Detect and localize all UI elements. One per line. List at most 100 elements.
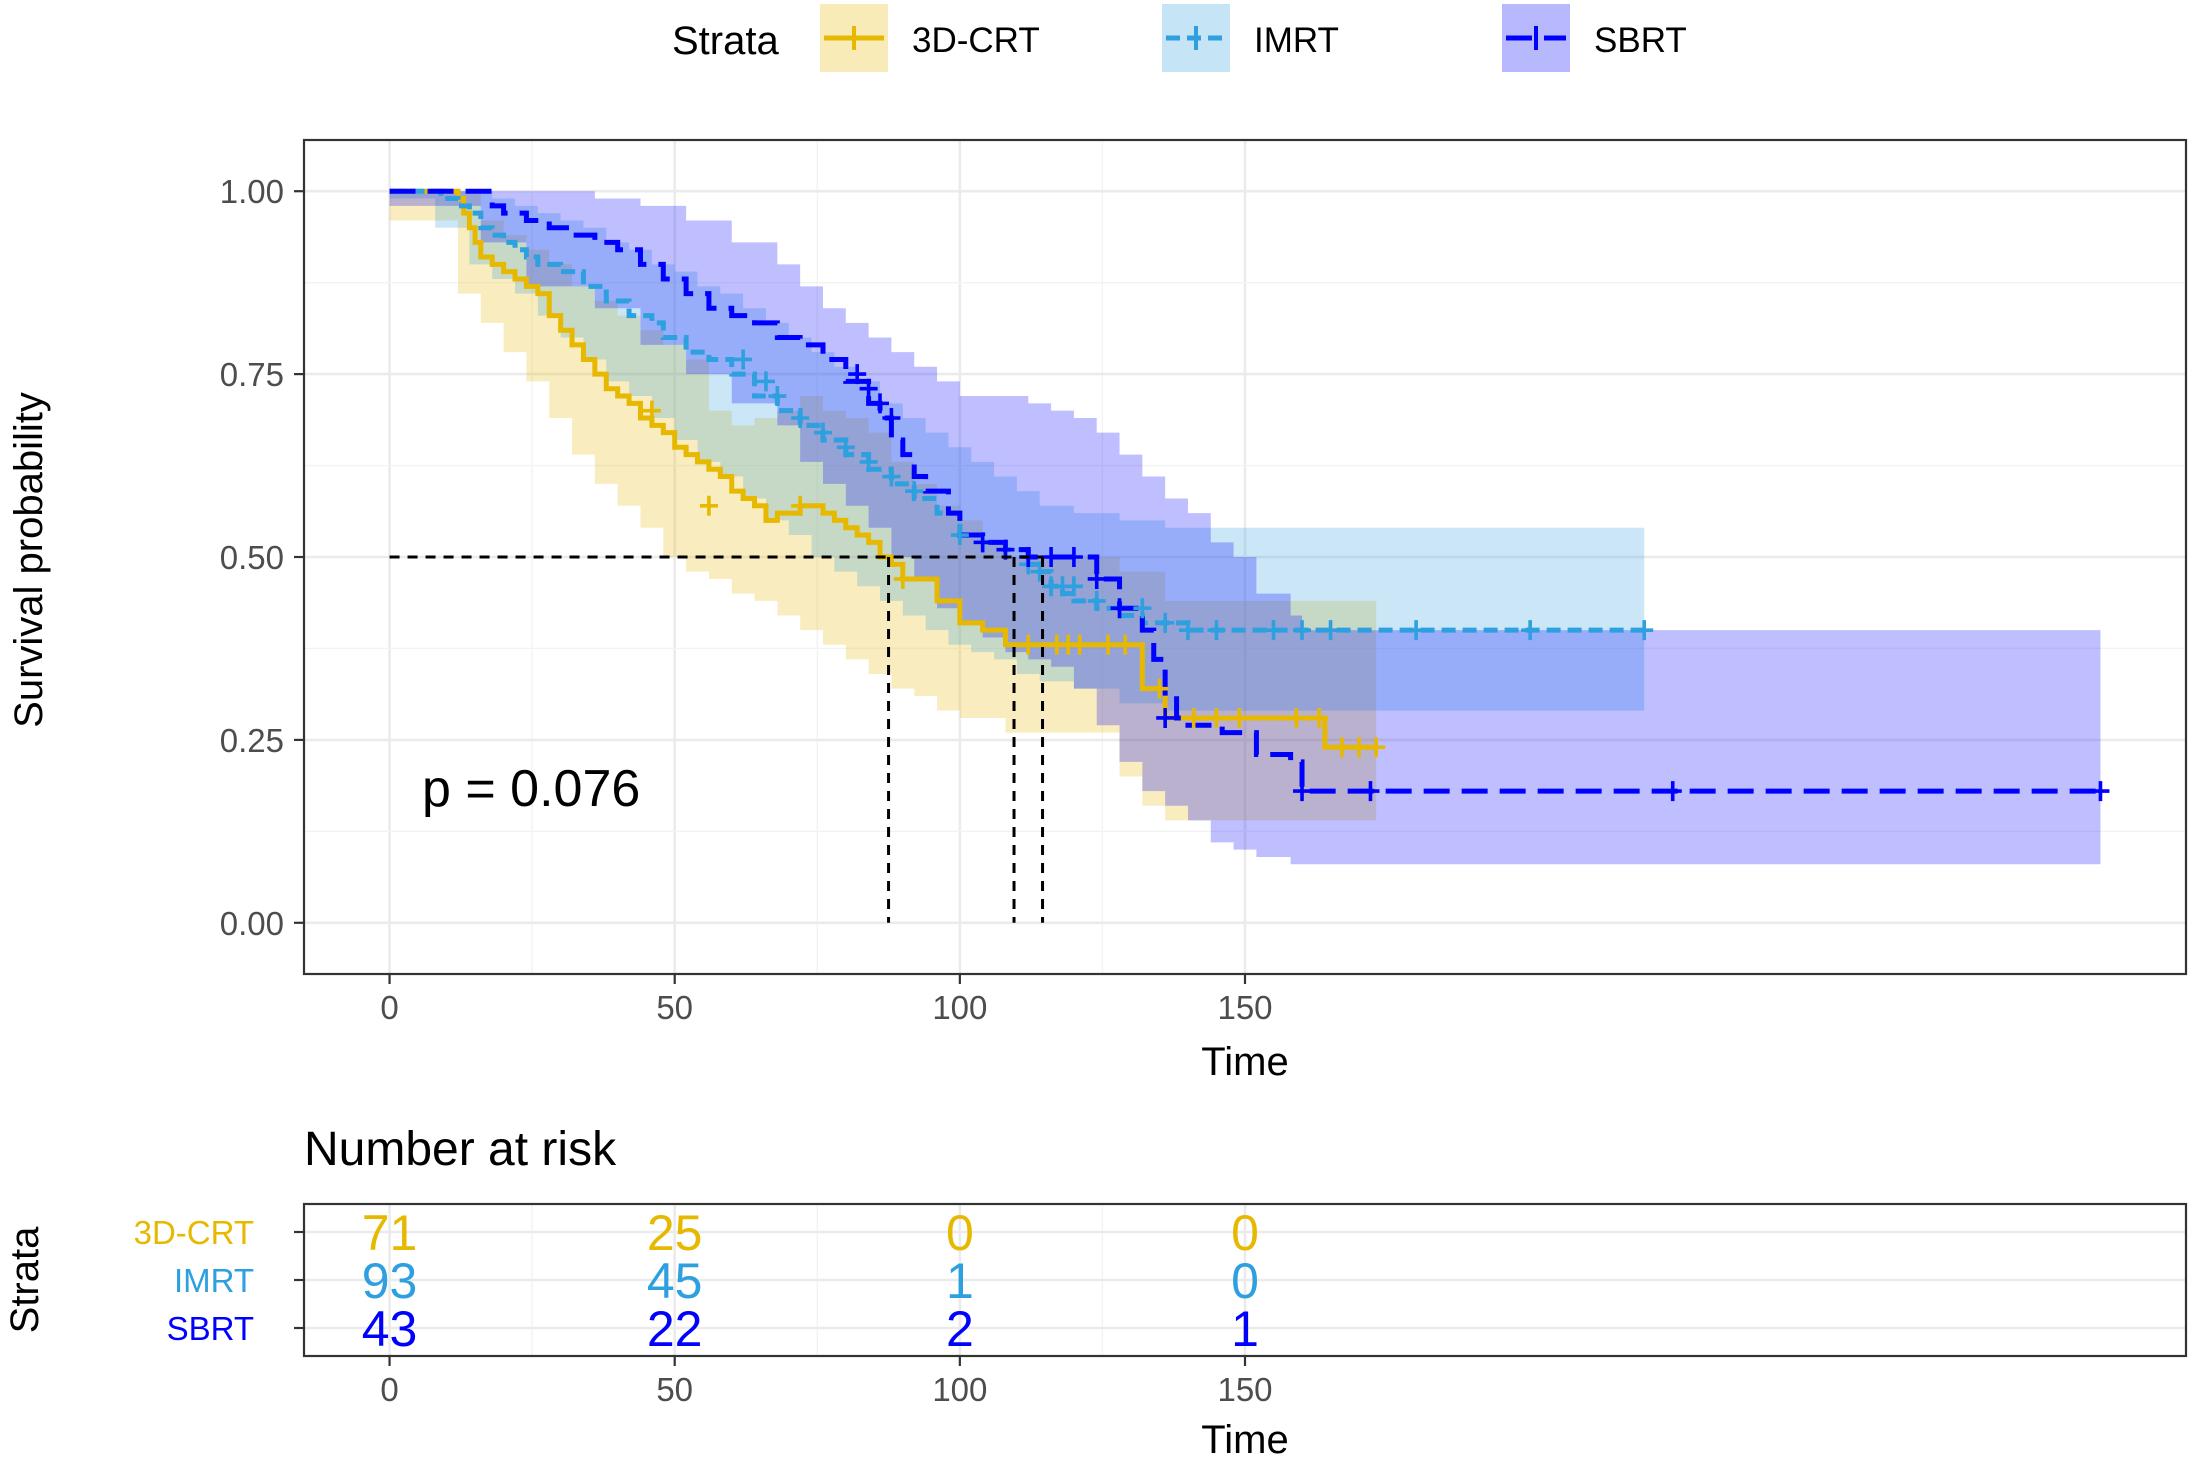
censor-mark-sbrt bbox=[1087, 568, 1106, 589]
risk-table-row-labels: 3D-CRT IMRT SBRT bbox=[134, 1214, 304, 1347]
legend: Strata 3D-CRT IMRT SBRT bbox=[672, 4, 1687, 72]
risk-table-grid bbox=[304, 1204, 2186, 1356]
censor-mark-imrt bbox=[813, 422, 832, 443]
censor-mark-3d-crt bbox=[893, 568, 912, 589]
censor-mark-3d-crt bbox=[1150, 678, 1169, 699]
censor-mark-imrt bbox=[950, 525, 969, 546]
censor-mark-sbrt bbox=[973, 532, 992, 553]
censor-mark-sbrt bbox=[871, 393, 890, 414]
risk-row-label-imrt: IMRT bbox=[174, 1262, 254, 1299]
censor-mark-imrt bbox=[905, 481, 924, 502]
censor-mark-imrt bbox=[791, 408, 810, 428]
y-axis-ticks: 0.00 0.25 0.50 0.75 1.00 bbox=[220, 173, 304, 942]
x-tick-label: 150 bbox=[1217, 989, 1272, 1026]
risk-cell-imrt: 93 bbox=[362, 1253, 418, 1309]
censor-marks bbox=[642, 349, 2110, 802]
risk-x-tick-label: 100 bbox=[932, 1371, 987, 1408]
censor-mark-3d-crt bbox=[1367, 737, 1386, 758]
censor-mark-3d-crt bbox=[1099, 634, 1118, 655]
risk-cell-imrt: 1 bbox=[946, 1253, 974, 1309]
censor-mark-imrt bbox=[1207, 620, 1226, 641]
risk-cell-imrt: 0 bbox=[1231, 1253, 1259, 1309]
confidence-band-sbrt bbox=[389, 191, 2101, 865]
censor-mark-imrt bbox=[1156, 612, 1175, 633]
censor-mark-sbrt bbox=[1293, 781, 1312, 802]
risk-cell-3d-crt: 0 bbox=[1231, 1205, 1259, 1261]
x-tick-label: 0 bbox=[380, 989, 398, 1026]
y-tick-label: 0.75 bbox=[220, 356, 284, 393]
censor-mark-3d-crt bbox=[1019, 634, 1038, 655]
censor-mark-imrt bbox=[1087, 590, 1106, 611]
censor-mark-imrt bbox=[1635, 620, 1654, 641]
censor-mark-imrt bbox=[768, 386, 787, 407]
censor-mark-imrt bbox=[1521, 620, 1540, 641]
y-axis-title: Survival probability bbox=[7, 392, 51, 728]
legend-title: Strata bbox=[672, 19, 779, 63]
risk-x-tick-label: 0 bbox=[380, 1371, 398, 1408]
risk-cell-imrt: 45 bbox=[647, 1253, 703, 1309]
legend-label-imrt: IMRT bbox=[1254, 21, 1339, 60]
risk-cell-sbrt: 1 bbox=[1231, 1301, 1259, 1357]
risk-table-title: Number at risk bbox=[304, 1123, 617, 1176]
risk-cell-3d-crt: 0 bbox=[946, 1205, 974, 1261]
censor-mark-sbrt bbox=[1042, 547, 1061, 567]
confidence-bands bbox=[389, 191, 2101, 865]
censor-mark-sbrt bbox=[1110, 598, 1129, 619]
censor-mark-3d-crt bbox=[1350, 737, 1369, 758]
censor-mark-3d-crt bbox=[1184, 707, 1203, 728]
survival-curve-3d-crt bbox=[389, 188, 1377, 750]
censor-mark-sbrt bbox=[1064, 547, 1083, 567]
x-axis-title: Time bbox=[1201, 1040, 1288, 1084]
risk-cell-3d-crt: 71 bbox=[362, 1205, 418, 1261]
risk-table-cells: 71 25 0 093 45 1 043 22 2 1 bbox=[362, 1205, 1259, 1357]
risk-cell-sbrt: 2 bbox=[946, 1301, 974, 1357]
censor-mark-3d-crt bbox=[1207, 707, 1226, 728]
censor-mark-sbrt bbox=[2091, 781, 2110, 802]
risk-cell-sbrt: 22 bbox=[647, 1301, 703, 1357]
risk-row-label-sbrt: SBRT bbox=[167, 1310, 254, 1347]
y-tick-label: 1.00 bbox=[220, 173, 284, 210]
risk-row-label-3d-crt: 3D-CRT bbox=[134, 1214, 254, 1251]
censor-mark-3d-crt bbox=[1230, 707, 1249, 728]
median-lines bbox=[389, 555, 1045, 923]
censor-mark-imrt bbox=[756, 371, 775, 392]
censor-mark-imrt bbox=[1133, 598, 1152, 619]
censor-mark-3d-crt bbox=[1310, 707, 1329, 728]
risk-table-x-title: Time bbox=[1201, 1418, 1288, 1462]
risk-table-y-title: Strata bbox=[3, 1226, 47, 1333]
censor-mark-sbrt bbox=[859, 378, 878, 399]
censor-mark-3d-crt bbox=[699, 495, 718, 516]
censor-mark-sbrt bbox=[848, 364, 867, 385]
censor-mark-imrt bbox=[1264, 620, 1283, 641]
censor-mark-imrt bbox=[1321, 620, 1340, 641]
x-tick-label: 100 bbox=[932, 989, 987, 1026]
censor-mark-3d-crt bbox=[1070, 634, 1089, 655]
km-panel: p = 0.076 0.00 0.25 0.50 0.75 1.00 0 50 100 150… bbox=[7, 138, 2188, 1084]
survival-curve-sbrt bbox=[389, 188, 2101, 794]
y-tick-label: 0.25 bbox=[220, 722, 284, 759]
confidence-band-3d-crt bbox=[389, 191, 1377, 821]
confidence-band-imrt bbox=[389, 191, 1645, 711]
risk-cell-sbrt: 43 bbox=[362, 1301, 418, 1357]
censor-mark-imrt bbox=[1293, 620, 1312, 641]
x-tick-label: 50 bbox=[656, 989, 693, 1026]
censor-mark-sbrt bbox=[1361, 781, 1380, 802]
y-tick-label: 0.50 bbox=[220, 539, 284, 576]
censor-mark-imrt bbox=[1178, 620, 1197, 641]
legend-label-3d-crt: 3D-CRT bbox=[912, 21, 1040, 60]
censor-mark-3d-crt bbox=[1332, 737, 1351, 758]
risk-x-tick-label: 150 bbox=[1217, 1371, 1272, 1408]
risk-cell-3d-crt: 25 bbox=[647, 1205, 703, 1261]
p-value-annotation: p = 0.076 bbox=[422, 760, 640, 818]
y-tick-label: 0.00 bbox=[220, 905, 284, 942]
risk-table: Number at risk 71 25 0 093 45 1 043 22 2 1 3D-CRT… bbox=[3, 1123, 2188, 1462]
censor-mark-imrt bbox=[1064, 576, 1083, 597]
censor-mark-sbrt bbox=[1663, 781, 1682, 802]
risk-x-tick-label: 50 bbox=[656, 1371, 693, 1408]
censor-mark-sbrt bbox=[1156, 707, 1175, 728]
censor-mark-imrt bbox=[836, 437, 855, 458]
legend-label-sbrt: SBRT bbox=[1594, 21, 1687, 60]
censor-mark-3d-crt bbox=[1116, 634, 1135, 655]
censor-mark-imrt bbox=[882, 466, 901, 487]
